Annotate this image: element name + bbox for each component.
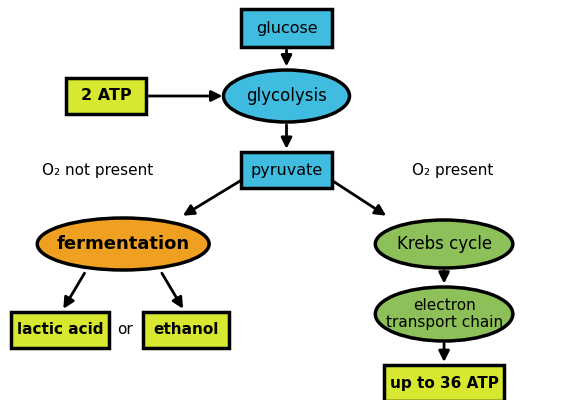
Text: pyruvate: pyruvate — [250, 162, 323, 178]
Text: electron
transport chain: electron transport chain — [386, 298, 503, 330]
Text: ethanol: ethanol — [154, 322, 219, 338]
Ellipse shape — [375, 287, 513, 341]
Text: Krebs cycle: Krebs cycle — [397, 235, 492, 253]
Text: 2 ATP: 2 ATP — [81, 88, 131, 104]
FancyBboxPatch shape — [143, 312, 229, 348]
FancyBboxPatch shape — [241, 9, 332, 47]
Text: fermentation: fermentation — [57, 235, 190, 253]
Text: O₂ present: O₂ present — [412, 162, 493, 178]
Text: glucose: glucose — [256, 20, 317, 36]
FancyBboxPatch shape — [11, 312, 109, 348]
Ellipse shape — [37, 218, 209, 270]
FancyBboxPatch shape — [241, 152, 332, 188]
Ellipse shape — [375, 220, 513, 268]
FancyBboxPatch shape — [384, 365, 504, 400]
Text: or: or — [117, 322, 133, 338]
Text: glycolysis: glycolysis — [246, 87, 327, 105]
Text: O₂ not present: O₂ not present — [42, 162, 153, 178]
Ellipse shape — [223, 70, 350, 122]
Text: lactic acid: lactic acid — [17, 322, 103, 338]
Text: up to 36 ATP: up to 36 ATP — [390, 376, 499, 391]
FancyBboxPatch shape — [66, 78, 146, 114]
